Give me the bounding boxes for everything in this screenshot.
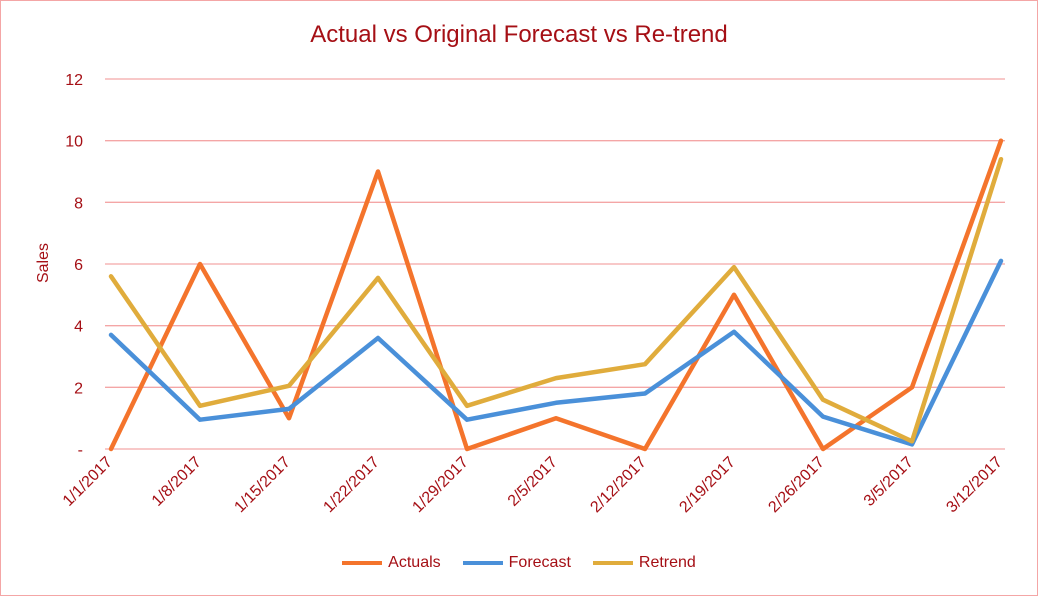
legend-label: Forecast: [508, 554, 571, 571]
y-tick-label: -: [78, 442, 83, 459]
y-tick-label: 12: [65, 72, 83, 89]
y-axis-label: Sales: [35, 243, 52, 283]
x-tick-label: 1/8/2017: [149, 454, 205, 510]
x-tick-label: 1/29/2017: [409, 454, 471, 516]
series-line-forecast: [108, 258, 1004, 447]
y-tick-label: 8: [74, 195, 83, 212]
x-tick-label: 2/26/2017: [765, 454, 827, 516]
series-line-actuals: [108, 138, 1004, 452]
series-line-retrend: [108, 156, 1004, 444]
x-tick-label: 1/15/2017: [231, 454, 293, 516]
x-tick-label: 1/22/2017: [320, 454, 382, 516]
legend-swatch: [342, 561, 383, 565]
legend-label: Actuals: [388, 554, 441, 571]
x-tick-label: 1/1/2017: [60, 454, 116, 510]
y-tick-label: 4: [74, 319, 83, 336]
legend-item-actuals: Actuals: [342, 554, 441, 572]
x-tick-label: 2/12/2017: [587, 454, 649, 516]
x-tick-label: 3/12/2017: [943, 454, 1005, 516]
legend-swatch: [592, 561, 633, 565]
legend: Actuals Forecast Retrend: [1, 554, 1037, 572]
y-tick-label: 2: [74, 380, 83, 397]
legend-swatch: [462, 561, 503, 565]
legend-item-retrend: Retrend: [592, 554, 696, 572]
series-layer: [108, 138, 1004, 452]
y-tick-label: 6: [74, 257, 83, 274]
legend-item-forecast: Forecast: [462, 554, 571, 572]
x-tick-label: 3/5/2017: [861, 454, 917, 510]
chart-title: Actual vs Original Forecast vs Re-trend: [310, 21, 728, 48]
x-tick-label: 2/19/2017: [676, 454, 738, 516]
grid-layer: [105, 78, 1005, 450]
y-tick-label: 10: [65, 134, 83, 151]
x-tick-label: 2/5/2017: [505, 454, 561, 510]
legend-label: Retrend: [638, 554, 696, 571]
